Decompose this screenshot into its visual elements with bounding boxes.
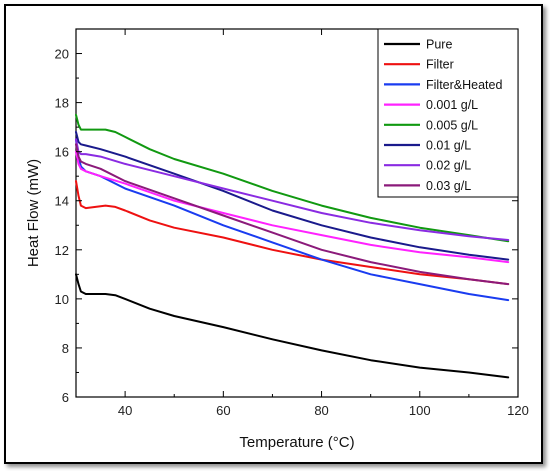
x-tick-label: 120 <box>507 403 529 418</box>
x-tick-label: 60 <box>216 403 230 418</box>
y-tick-label: 6 <box>62 390 69 405</box>
y-tick-label: 20 <box>55 47 69 62</box>
legend-label: Filter&Heated <box>426 78 502 92</box>
legend-label: Filter <box>426 58 454 72</box>
legend-label: 0.01 g/L <box>426 139 471 153</box>
legend: Pure Filter Filter&Heated 0.001 g/L 0.005 g/… <box>377 28 519 198</box>
x-axis-title: Temperature (°C) <box>239 434 354 451</box>
legend-label: 0.005 g/L <box>426 118 478 132</box>
series-layer <box>75 113 510 379</box>
legend-label: Pure <box>426 38 452 52</box>
axis-layer: 40 60 80 100 120 6 8 10 12 14 16 18 20 <box>55 28 529 418</box>
series-line-pure <box>75 273 510 379</box>
series-line-filter-heated <box>75 138 510 302</box>
legend-label: 0.02 g/L <box>426 159 471 173</box>
series-line-0-005-g-l <box>75 113 510 243</box>
legend-label: 0.03 g/L <box>426 179 471 193</box>
y-axis-title: Heat Flow (mW) <box>25 159 42 267</box>
series-line-0-02-g-l <box>75 138 510 241</box>
y-tick-label: 18 <box>55 96 69 111</box>
x-tick-label: 40 <box>118 403 132 418</box>
y-tick-label: 8 <box>62 341 69 356</box>
x-tick-label: 80 <box>314 403 328 418</box>
y-tick-label: 10 <box>55 292 69 307</box>
y-tick-label: 14 <box>55 194 69 209</box>
legend-box <box>377 28 519 198</box>
y-tick-label: 16 <box>55 145 69 160</box>
y-tick-label: 12 <box>55 243 69 258</box>
series-line-0-03-g-l <box>75 143 510 286</box>
plot-area-border <box>75 28 519 398</box>
series-line-filter <box>75 180 510 286</box>
legend-label: 0.001 g/L <box>426 98 478 112</box>
x-tick-label: 100 <box>409 403 431 418</box>
